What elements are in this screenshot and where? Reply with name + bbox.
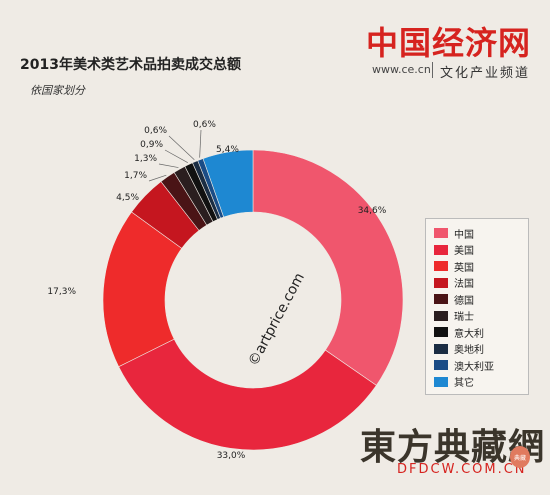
leader-line xyxy=(199,129,202,158)
legend-label: 奥地利 xyxy=(454,345,484,356)
legend-item: 英国 xyxy=(434,258,474,274)
legend-swatch xyxy=(434,376,448,387)
legend-label: 中国 xyxy=(454,229,474,241)
legend-item: 澳大利亚 xyxy=(434,357,494,373)
legend-swatch xyxy=(434,244,448,255)
legend-label: 英国 xyxy=(454,262,474,274)
legend-item: 其它 xyxy=(434,374,474,390)
legend-label: 其它 xyxy=(454,378,474,389)
legend-swatch xyxy=(434,277,448,288)
legend-label: 瑞士 xyxy=(454,312,474,323)
channel-name: 文化产业频道 xyxy=(440,66,531,81)
value-label: 4,5% xyxy=(116,193,139,203)
value-label: 33,0% xyxy=(217,451,246,461)
legend-swatch xyxy=(434,360,448,370)
value-label: 0,9% xyxy=(140,140,163,150)
seal-stamp: 典藏 xyxy=(510,446,530,468)
legend-swatch xyxy=(434,327,448,337)
slice-其它 xyxy=(202,149,254,218)
legend-swatch xyxy=(434,310,448,321)
header-divider xyxy=(432,62,433,78)
legend-label: 澳大利亚 xyxy=(454,361,494,373)
legend-swatch xyxy=(434,228,448,238)
chart-subtitle: 依国家划分 xyxy=(30,84,85,97)
watermark-url: DFDCW.COM.CN xyxy=(397,462,527,477)
leader-line xyxy=(168,135,195,161)
slice-中国 xyxy=(252,149,404,386)
legend-item: 德国 xyxy=(434,291,474,307)
value-label: 1,7% xyxy=(124,171,147,181)
legend-label: 意大利 xyxy=(454,328,484,340)
site-logo: 中国经济网 xyxy=(366,24,532,62)
chart-legend: 中国美国英国法国德国瑞士意大利奥地利澳大利亚其它 xyxy=(425,218,529,395)
legend-swatch xyxy=(434,343,448,354)
leader-line xyxy=(148,174,167,182)
legend-label: 法国 xyxy=(454,279,474,290)
legend-item: 美国 xyxy=(434,242,474,258)
legend-item: 意大利 xyxy=(434,324,484,340)
source-label: ©artprice.com xyxy=(245,270,307,368)
legend-item: 法国 xyxy=(434,275,474,291)
chart-title: 2013年美术类艺术品拍卖成交总额 xyxy=(20,57,241,73)
value-label: 0,6% xyxy=(193,120,216,130)
legend-label: 德国 xyxy=(454,295,474,307)
legend-item: 中国 xyxy=(434,225,474,241)
leader-line xyxy=(158,163,179,168)
value-label: 17,3% xyxy=(47,287,76,297)
legend-swatch xyxy=(434,294,448,304)
value-label: 34,6% xyxy=(358,206,387,216)
slice-美国 xyxy=(118,338,377,451)
legend-label: 美国 xyxy=(454,246,474,257)
legend-item: 奥地利 xyxy=(434,341,484,357)
value-label: 1,3% xyxy=(134,154,157,164)
value-labels: 34,6% 33,0% 17,3% 4,5% 1,7% 1,3% 0,9% 0,6% 0,6% 5… xyxy=(47,120,386,461)
leader-lines xyxy=(148,129,202,182)
site-url: www.ce.cn xyxy=(372,63,431,76)
leader-line xyxy=(164,149,188,164)
value-label: 5,4% xyxy=(216,145,239,155)
legend-item: 瑞士 xyxy=(434,308,474,324)
value-label: 0,6% xyxy=(144,126,167,136)
legend-swatch xyxy=(434,261,448,271)
slices-layer xyxy=(102,149,404,451)
